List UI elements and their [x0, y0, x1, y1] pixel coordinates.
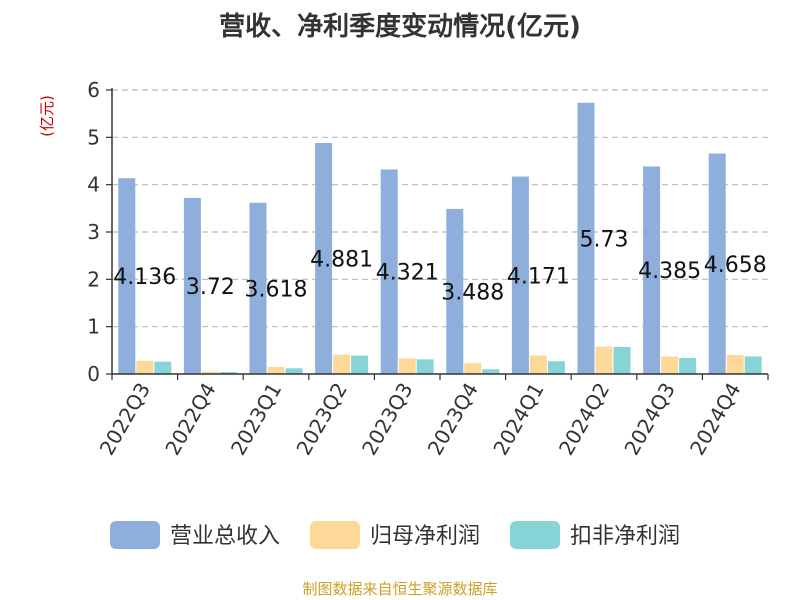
bar-归母净利润-2023Q4	[464, 363, 482, 374]
bar-归母净利润-2024Q1	[529, 355, 547, 374]
y-tick-label: 2	[87, 267, 100, 291]
data-label: 3.618	[245, 277, 308, 302]
legend-label: 扣非净利润	[570, 524, 680, 549]
bar-归母净利润-2024Q4	[726, 355, 744, 374]
legend-label: 营业总收入	[170, 524, 280, 549]
bar-扣非净利润-2022Q3	[154, 361, 172, 374]
data-label: 4.321	[376, 261, 439, 286]
bar-营业总收入-2024Q2	[577, 102, 595, 374]
legend-swatch	[110, 521, 160, 549]
x-tick-label: 2023Q2	[291, 379, 351, 460]
x-tick-label: 2024Q1	[488, 379, 548, 460]
legend-swatch	[510, 521, 560, 549]
y-tick-label: 6	[87, 78, 100, 102]
bar-营业总收入-2024Q1	[511, 176, 529, 374]
x-tick-label: 2023Q1	[226, 379, 286, 460]
bar-扣非净利润-2022Q4	[219, 372, 237, 374]
x-tick-label: 2023Q3	[357, 379, 417, 460]
bar-扣非净利润-2023Q3	[416, 359, 434, 374]
y-tick-label: 3	[87, 220, 100, 244]
x-tick-label: 2022Q4	[160, 379, 220, 460]
bar-归母净利润-2022Q3	[136, 360, 154, 374]
data-label: 3.72	[186, 275, 235, 300]
bar-扣非净利润-2024Q2	[613, 347, 631, 374]
bar-归母净利润-2022Q4	[201, 371, 219, 374]
x-tick-label: 2023Q4	[423, 379, 483, 460]
bar-扣非净利润-2023Q2	[351, 355, 369, 374]
data-label: 4.881	[310, 247, 373, 272]
bar-扣非净利润-2024Q4	[744, 356, 762, 374]
data-label: 4.658	[704, 253, 767, 278]
legend-swatch	[310, 521, 360, 549]
bar-营业总收入-2023Q2	[315, 142, 333, 374]
bar-营业总收入-2023Q4	[446, 208, 464, 374]
bar-营业总收入-2022Q3	[118, 178, 136, 374]
bar-扣非净利润-2023Q1	[285, 368, 303, 374]
bar-扣非净利润-2024Q3	[679, 357, 697, 374]
bar-归母净利润-2024Q3	[661, 356, 679, 374]
bar-归母净利润-2023Q2	[333, 354, 351, 374]
chart-title: 营收、净利季度变动情况(亿元)	[219, 12, 581, 42]
bar-营业总收入-2024Q4	[708, 153, 726, 374]
data-label: 3.488	[441, 280, 504, 305]
bar-归母净利润-2023Q1	[267, 366, 285, 374]
y-tick-label: 1	[87, 315, 100, 339]
bar-归母净利润-2023Q3	[398, 358, 416, 374]
x-tick-label: 2022Q3	[95, 379, 155, 460]
bar-营业总收入-2023Q3	[380, 169, 398, 374]
bar-营业总收入-2023Q1	[249, 202, 267, 374]
bar-layer	[118, 102, 762, 374]
data-label: 4.136	[113, 265, 176, 290]
bar-扣非净利润-2024Q1	[547, 361, 565, 374]
data-label: 4.171	[507, 264, 570, 289]
bar-营业总收入-2022Q4	[183, 197, 201, 374]
data-label: 5.73	[580, 227, 629, 252]
legend-label: 归母净利润	[370, 524, 480, 549]
y-tick-label: 0	[87, 362, 100, 386]
x-tick-label: 2024Q4	[685, 379, 745, 460]
bar-扣非净利润-2023Q4	[482, 369, 500, 374]
x-tick-label: 2024Q2	[554, 379, 614, 460]
bar-营业总收入-2024Q3	[643, 166, 661, 374]
source-note: 制图数据来自恒生聚源数据库	[302, 580, 498, 598]
y-tick-label: 4	[87, 173, 100, 197]
legend: 营业总收入 归母净利润 扣非净利润	[110, 521, 680, 549]
data-label: 4.385	[638, 259, 701, 284]
y-axis-unit-label: (亿元)	[38, 95, 56, 137]
bar-归母净利润-2024Q2	[595, 346, 613, 374]
y-tick-label: 5	[87, 125, 100, 149]
x-tick-label: 2024Q3	[619, 379, 679, 460]
